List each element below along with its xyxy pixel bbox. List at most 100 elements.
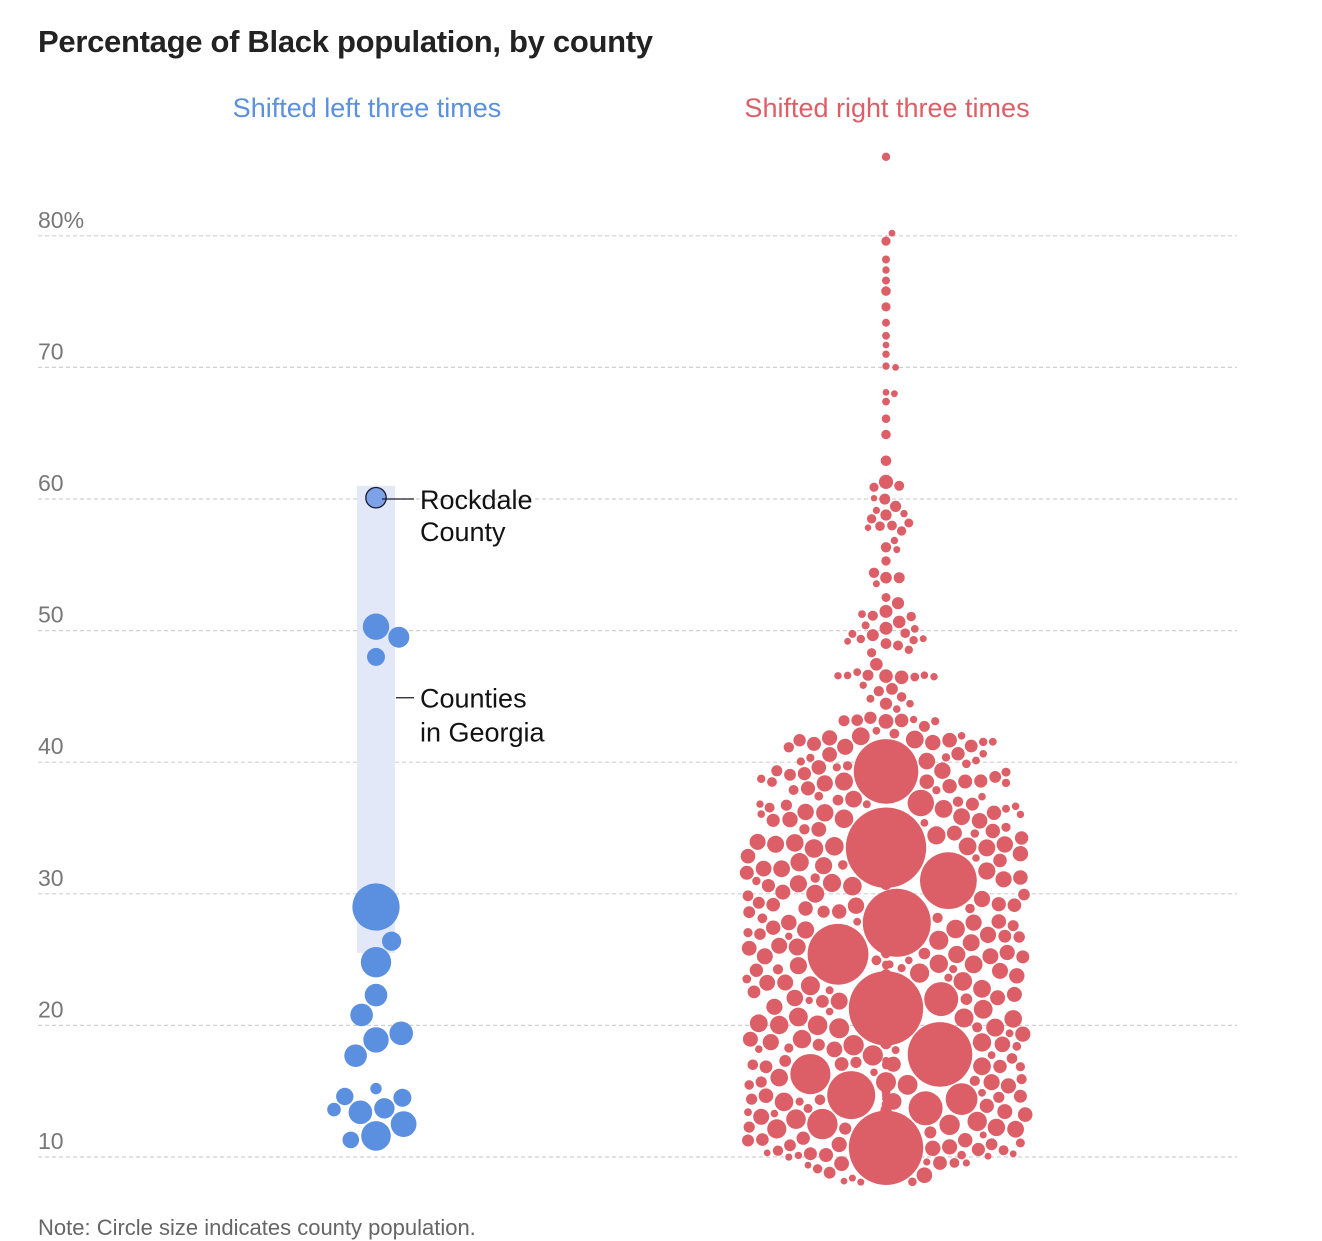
right-county-point — [881, 236, 891, 246]
right-county-point — [774, 1092, 794, 1112]
right-county-point — [766, 920, 781, 935]
right-county-point — [871, 955, 882, 966]
right-county-point — [844, 637, 851, 645]
right-county-point — [972, 1022, 983, 1033]
right-county-point — [879, 621, 893, 635]
right-county-point — [979, 1098, 994, 1113]
left-county-point — [350, 1003, 373, 1027]
right-county-point — [767, 777, 777, 787]
right-county-point — [800, 976, 820, 996]
y-tick-label: 60 — [38, 470, 64, 496]
right-county-point — [761, 879, 776, 893]
right-county-point — [755, 1045, 763, 1053]
right-county-point — [979, 737, 988, 747]
right-county-point — [909, 715, 918, 724]
right-county-point — [867, 648, 877, 658]
right-county-point — [998, 1145, 1009, 1156]
right-county-point — [962, 934, 980, 952]
right-county-point — [967, 1111, 987, 1132]
right-county-point — [882, 1056, 890, 1065]
right-county-point — [756, 1133, 769, 1146]
right-county-point — [925, 734, 941, 751]
left-county-point — [361, 1121, 391, 1151]
right-county-point — [741, 940, 757, 956]
right-county-point — [793, 734, 806, 747]
left-county-point — [364, 983, 388, 1007]
right-county-point — [756, 948, 773, 965]
right-county-point — [880, 638, 892, 649]
right-county-point — [927, 826, 946, 845]
right-county-point — [864, 524, 872, 531]
right-county-point — [1004, 1010, 1022, 1028]
right-county-point — [783, 742, 794, 753]
right-county-point — [982, 948, 999, 965]
right-county-point — [920, 671, 929, 679]
right-county-point — [743, 906, 756, 919]
left-county-point — [342, 1131, 360, 1149]
right-county-point — [1000, 1078, 1017, 1094]
right-county-point — [987, 1051, 996, 1059]
left-county-point — [367, 647, 385, 666]
right-county-point — [970, 829, 980, 838]
right-county-point — [891, 597, 905, 610]
right-county-point — [991, 897, 1006, 912]
right-county-point — [882, 1112, 890, 1121]
right-county-point — [832, 763, 841, 772]
right-county-point — [995, 871, 1012, 888]
right-county-point — [788, 785, 799, 795]
right-county-point — [790, 1054, 831, 1095]
right-county-point — [755, 1076, 767, 1088]
right-county-point — [763, 1149, 771, 1157]
right-county-point — [1015, 1062, 1025, 1072]
right-county-point — [973, 890, 991, 908]
right-county-point — [891, 1046, 900, 1055]
right-county-point — [1007, 1120, 1024, 1138]
right-county-point — [880, 509, 892, 521]
right-county-point — [796, 757, 805, 766]
right-county-point — [900, 509, 908, 518]
right-county-point — [847, 897, 865, 914]
right-county-point — [755, 860, 772, 877]
right-county-point — [1016, 950, 1030, 964]
right-county-point — [945, 1083, 978, 1115]
right-county-point — [881, 556, 891, 566]
right-county-point — [747, 985, 761, 999]
right-county-point — [825, 1007, 834, 1016]
left-county-point — [390, 1111, 417, 1137]
right-county-point — [882, 872, 890, 880]
right-county-point — [806, 753, 815, 762]
right-county-point — [784, 768, 796, 781]
right-county-point — [882, 318, 890, 327]
right-county-point — [758, 1088, 774, 1103]
y-tick-label: 50 — [38, 602, 64, 628]
right-county-point — [934, 800, 953, 818]
right-county-point — [892, 615, 906, 629]
right-county-point — [848, 1110, 924, 1186]
right-county-point — [983, 1074, 1000, 1091]
right-county-point — [979, 1131, 987, 1139]
right-county-point — [822, 730, 838, 746]
y-tick-label: 20 — [38, 996, 64, 1022]
right-county-point — [924, 982, 959, 1017]
right-county-point — [999, 944, 1015, 961]
right-county-point — [978, 862, 996, 880]
right-county-point — [807, 923, 869, 985]
right-county-point — [857, 1178, 865, 1186]
right-county-point — [881, 286, 891, 296]
right-county-point — [882, 978, 890, 986]
right-county-point — [822, 873, 842, 893]
right-county-point — [811, 822, 827, 837]
right-county-point — [775, 884, 791, 900]
counties-annotation-text: Counties — [420, 684, 527, 714]
y-tick-label: 10 — [38, 1128, 64, 1154]
right-county-point — [806, 884, 825, 903]
left-county-point — [336, 1087, 354, 1106]
right-county-point — [918, 947, 931, 960]
right-county-point — [759, 1060, 773, 1074]
right-county-point — [819, 1148, 833, 1162]
right-county-point — [792, 1029, 812, 1049]
right-county-point — [882, 948, 890, 956]
right-county-point — [832, 794, 844, 806]
right-county-point — [752, 896, 765, 909]
